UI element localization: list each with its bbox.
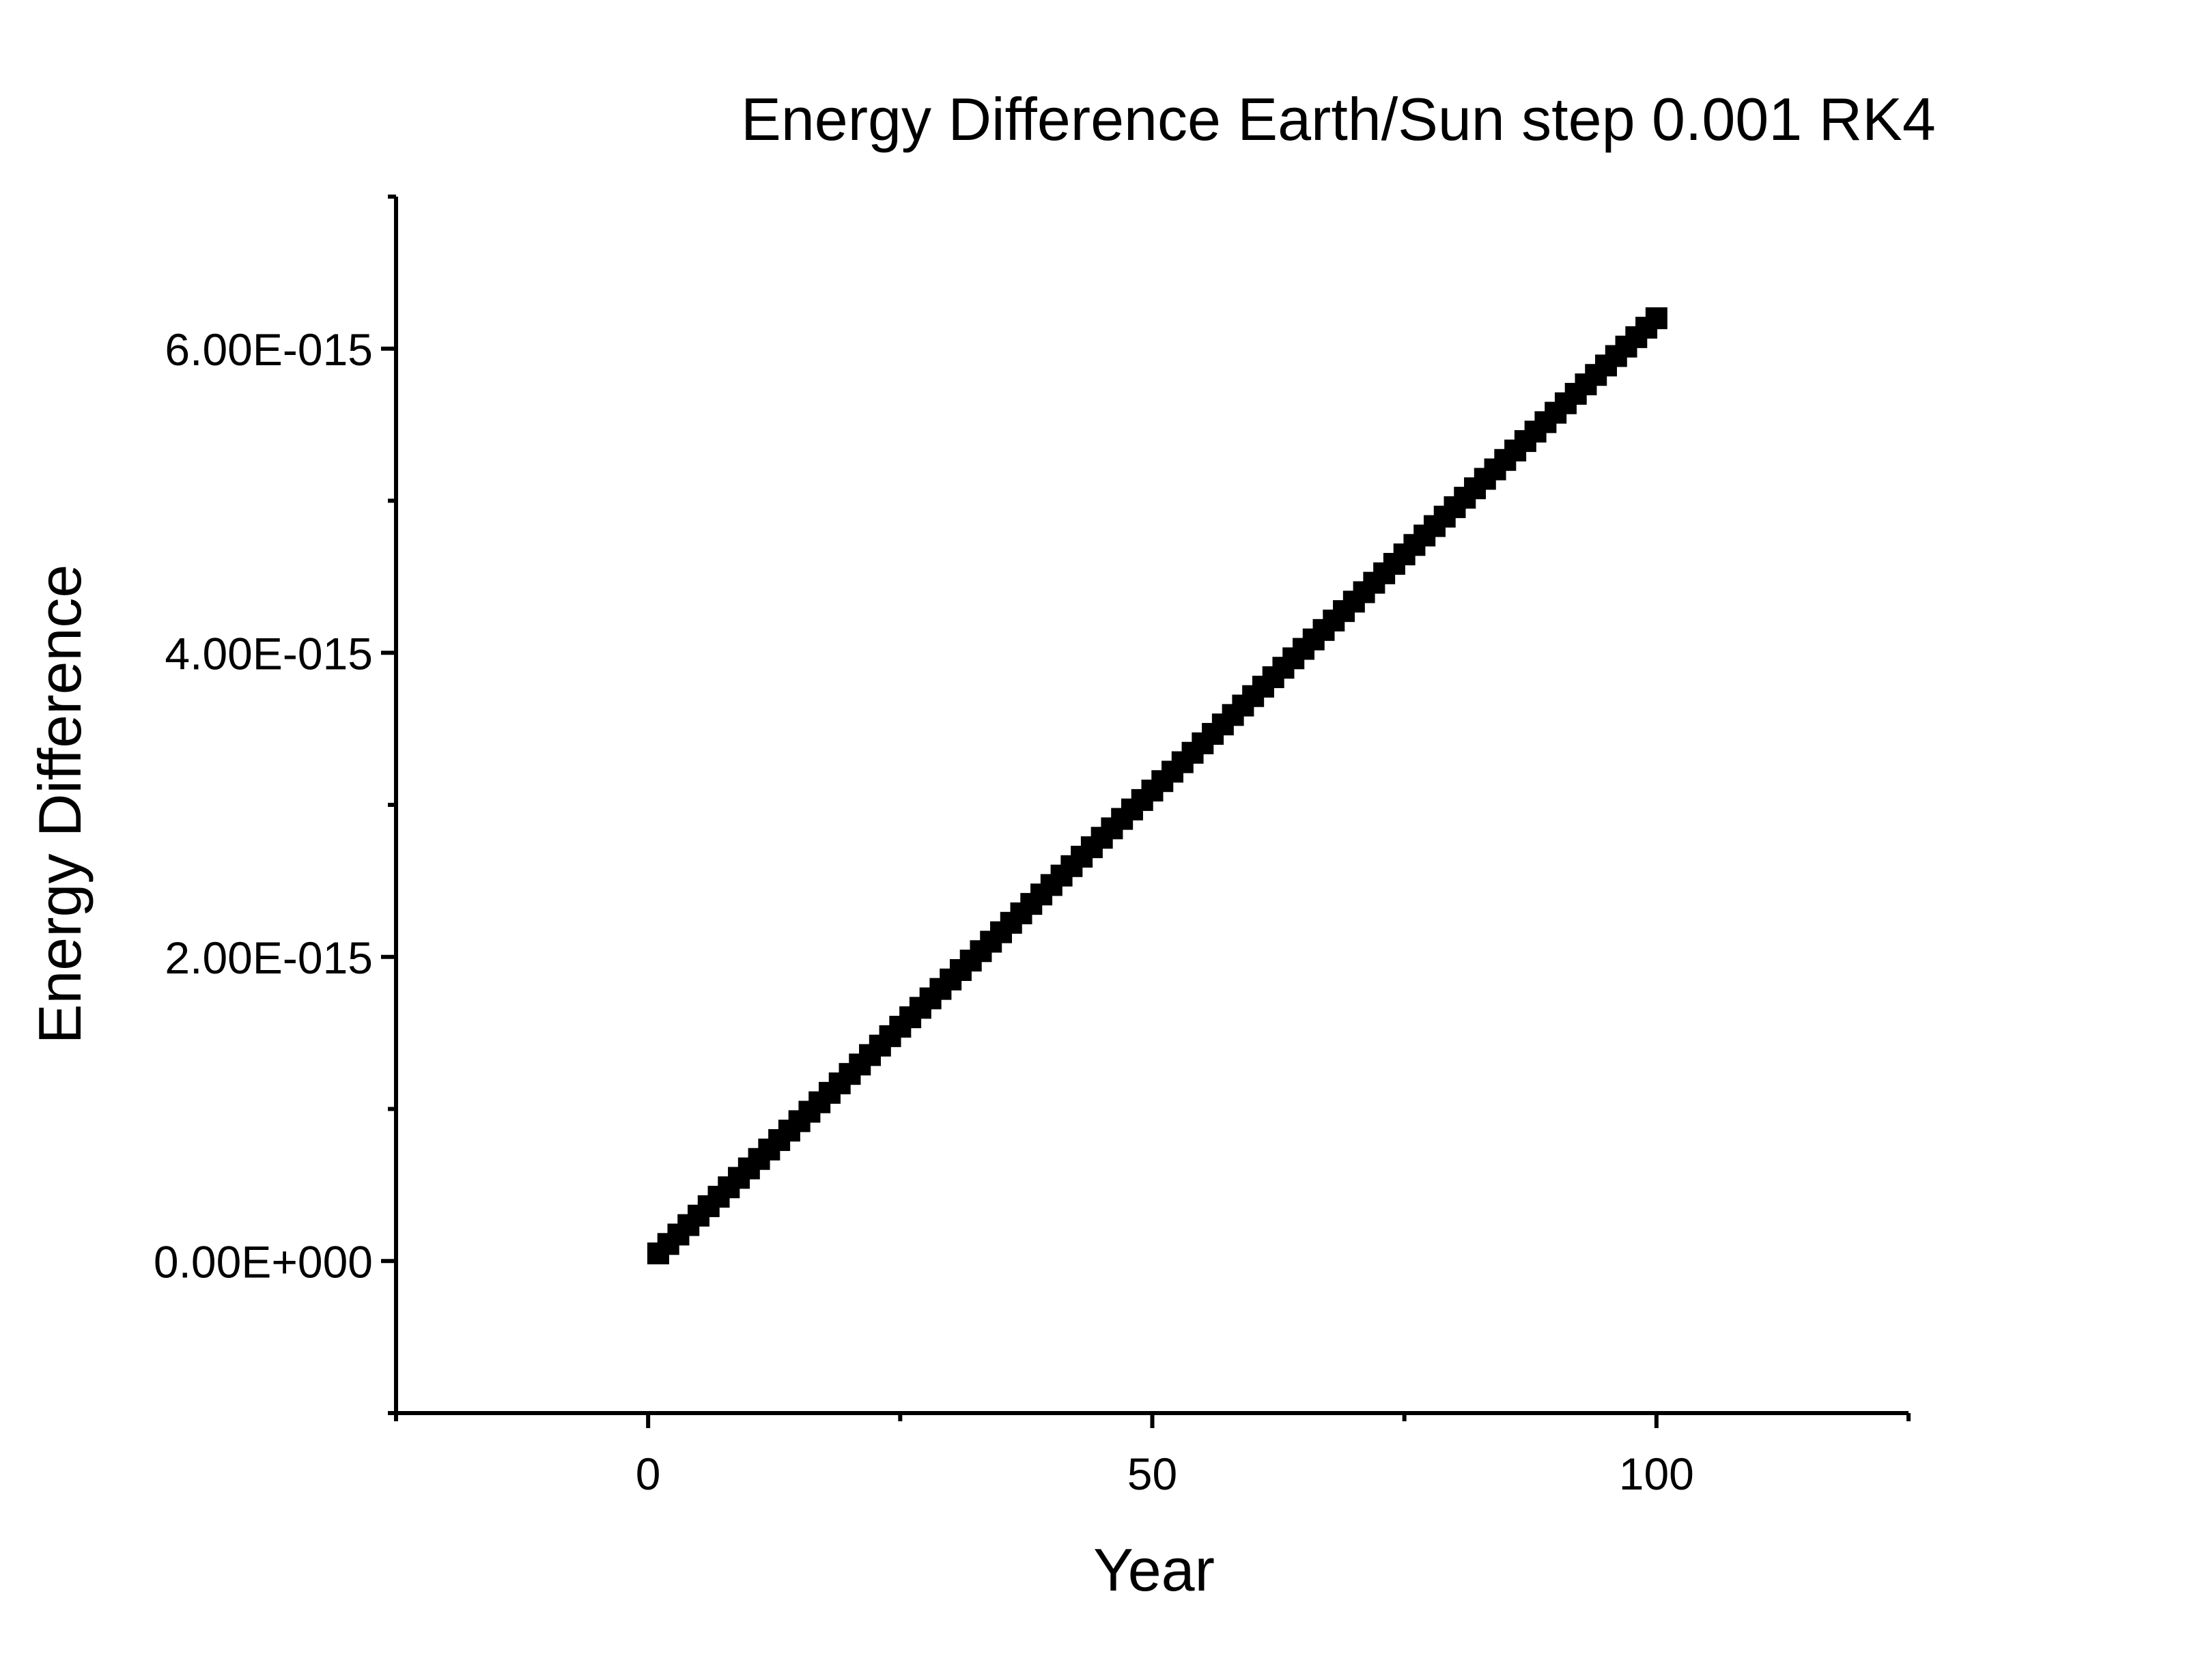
x-tick-label: 0 (636, 1449, 661, 1499)
data-point (1645, 307, 1667, 330)
y-axis-label: Energy Difference (26, 565, 94, 1044)
plot-area: 0.00E+000 2.00E-015 4.00E-015 6.00E-015 0 50… (154, 195, 1911, 1499)
x-axis-label: Year (1093, 1536, 1215, 1604)
y-ticks: 0.00E+000 2.00E-015 4.00E-015 6.00E-015 (154, 195, 396, 1415)
y-tick-label: 0.00E+000 (154, 1236, 373, 1287)
chart-title: Energy Difference Earth/Sun step 0.001 R… (741, 85, 1936, 153)
x-tick-label: 100 (1619, 1449, 1694, 1499)
y-tick-label: 2.00E-015 (165, 932, 373, 983)
data-markers (647, 307, 1667, 1265)
y-tick-label: 6.00E-015 (165, 324, 373, 375)
x-ticks: 0 50 100 (394, 1413, 1911, 1499)
x-tick-label: 50 (1127, 1449, 1177, 1499)
y-tick-label: 4.00E-015 (165, 628, 373, 679)
